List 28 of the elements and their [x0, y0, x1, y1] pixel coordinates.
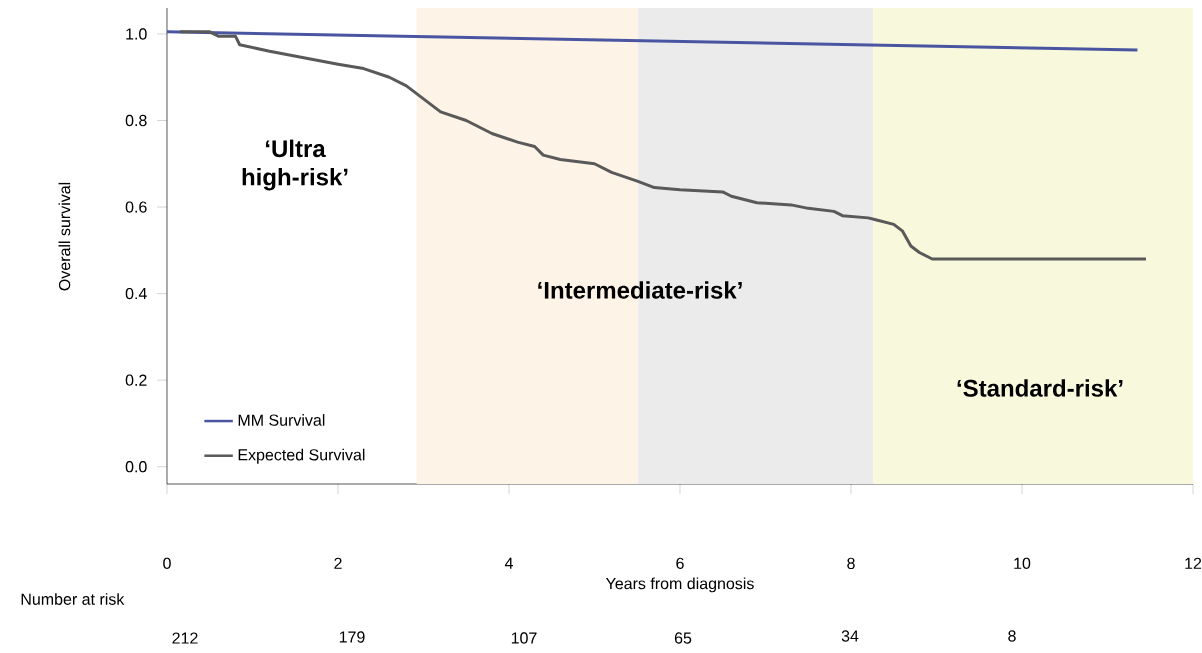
x-tick-label: 0	[163, 557, 171, 569]
y-tick-label: 0.8	[125, 114, 147, 127]
x-axis-title: Years from diagnosis	[605, 577, 754, 593]
text: 34	[841, 630, 859, 642]
text: 107	[511, 632, 537, 644]
text: 8	[1008, 630, 1016, 642]
y-tick-label: 0.0	[125, 461, 147, 473]
annotation: ‘Intermediate-risk’	[538, 281, 742, 299]
x-tick-label: 4	[504, 557, 513, 569]
text: 179	[339, 631, 365, 643]
x-tick-label: 6	[676, 557, 684, 569]
y-axis-title: Overall survival	[58, 182, 71, 291]
y-tick-label: 1.0	[126, 28, 147, 40]
annotation: ‘Standard-risk’	[957, 379, 1123, 397]
legend-label: MM Survival	[238, 414, 325, 426]
x-tick-label: 8	[847, 557, 855, 569]
x-tick-label: 2	[334, 557, 342, 569]
line-series	[178, 30, 1148, 261]
text: 65	[674, 632, 692, 644]
x-tick-label: 10	[1014, 557, 1031, 569]
y-tick-label: 0.6	[125, 201, 147, 213]
legend-label: Expected Survival	[238, 448, 365, 464]
y-tick-label: 0.2	[125, 374, 147, 386]
text: 212	[172, 632, 198, 644]
x-tick-label: 12	[1185, 557, 1202, 569]
annotation: ‘Ultra high-risk’	[242, 139, 348, 191]
text: Number at risk	[21, 593, 125, 605]
y-tick-label: 0.4	[125, 287, 147, 300]
